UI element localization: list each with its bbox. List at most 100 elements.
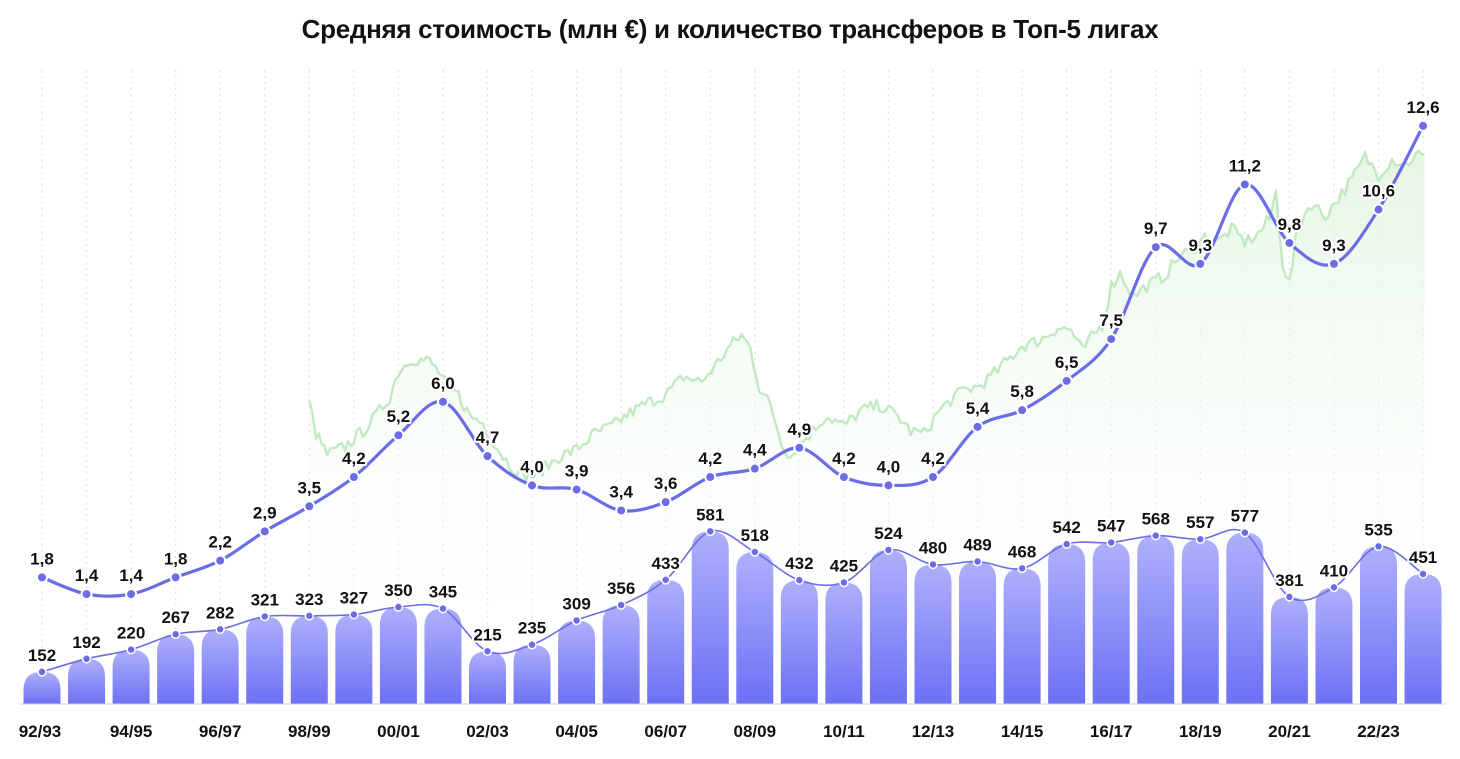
bar [68,658,106,704]
bar [157,634,195,704]
line-point [36,571,48,584]
line-value-label: 3,9 [565,462,589,481]
bar [1003,568,1041,704]
line-value-label: 11,2 [1229,156,1261,175]
bar-value-label: 356 [607,579,635,598]
bar-value-label: 381 [1275,571,1303,590]
line-value-label: 4,0 [520,457,544,476]
x-tick-label: 08/09 [734,722,777,741]
bar [1404,573,1442,704]
bar-value-label: 282 [206,603,234,622]
bar-top-marker [1284,592,1295,602]
bar-top-marker [705,526,715,537]
line-value-label: 9,8 [1278,215,1302,234]
line-point [1238,178,1251,191]
line-value-label: 5,8 [1010,382,1034,401]
line-value-label: 9,7 [1144,219,1168,238]
x-tick-label: 94/95 [110,722,153,741]
bar-value-label: 267 [161,608,189,627]
bar-value-label: 321 [251,591,279,610]
bar [602,605,640,704]
bar [1048,544,1086,704]
line-point [1372,203,1385,216]
line-point [214,554,227,567]
line-value-label: 12,6 [1407,98,1440,117]
bar-top-marker [1240,527,1250,538]
line-value-label: 4,4 [743,441,767,460]
bar-value-label: 192 [72,633,100,652]
bar [201,629,239,704]
line-point [347,471,360,484]
bar-top-marker [1195,534,1206,544]
bar [1315,587,1353,704]
bar-top-marker [928,559,938,570]
bar-series [23,526,1442,704]
bar-top-marker [215,624,225,635]
line-point [1105,333,1118,346]
x-tick-label: 02/03 [466,722,509,741]
bar-top-marker [1017,563,1027,574]
bar-top-marker [170,629,181,639]
bar-value-label: 220 [117,624,145,643]
line-point [80,588,93,601]
x-tick-label: 98/99 [288,722,331,741]
x-tick-label: 06/07 [644,722,687,741]
line-point [526,479,539,492]
line-value-label: 1,8 [164,549,188,568]
x-tick-label: 00/01 [377,722,420,741]
line-value-label: 10,6 [1362,182,1395,201]
bar-top-marker [616,600,626,610]
bar-top-marker [482,646,493,657]
line-point [837,471,850,484]
line-point [1149,241,1162,254]
line-value-label: 5,2 [387,407,411,426]
bar-top-marker [304,611,315,621]
bar-top-marker [260,611,270,622]
bar [23,671,61,704]
bar-value-label: 152 [28,646,56,665]
line-value-label: 6,5 [1055,353,1079,372]
line-value-label: 4,2 [832,449,856,468]
bar [780,580,818,704]
market-line [308,149,1425,483]
line-value-label: 1,4 [75,566,99,585]
bar-value-label: 547 [1097,516,1125,535]
bar [736,551,774,704]
bar-value-label: 425 [830,556,858,575]
bar [112,649,150,704]
bar [379,607,417,704]
line-value-label: 3,4 [609,482,633,501]
line-point [392,429,405,442]
x-tick-label: 20/21 [1268,722,1311,741]
bar [558,620,596,704]
bar-value-label: 451 [1409,548,1437,567]
line-value-label: 3,6 [654,474,678,493]
line-value-label: 1,8 [30,549,54,568]
x-axis-ticks: 92/93 94/95 96/97 98/99 00/01 02/03 04/05 06/07… [19,722,1400,741]
bar [914,564,952,704]
bar-value-label: 410 [1320,561,1348,580]
bar [869,550,907,704]
line-value-label: 4,2 [921,449,945,468]
line-value-label: 9,3 [1322,236,1346,255]
line-value-label: 1,4 [119,566,143,585]
bar [290,615,328,704]
line-point [303,500,316,513]
line-value-label: 2,2 [208,533,232,552]
x-tick-label: 14/15 [1001,722,1044,741]
line-point [1417,119,1430,132]
bar-value-label: 235 [518,619,546,638]
bar-top-marker [794,575,805,585]
bar [825,582,863,704]
x-tick-label: 18/19 [1179,722,1222,741]
bar-top-marker [1061,539,1072,549]
line-point [927,471,939,484]
line-value-label: 5,4 [966,399,990,418]
line-value-label: 4,2 [342,449,366,468]
bar-top-marker [81,654,92,664]
data-labels: 152 192 220 267 282 321 323 327 350 345 215 235 309 3… [26,96,1442,667]
x-tick-label: 22/23 [1357,722,1400,741]
bar-value-label: 327 [340,589,368,608]
x-tick-label: 04/05 [555,722,598,741]
bar [647,579,685,704]
